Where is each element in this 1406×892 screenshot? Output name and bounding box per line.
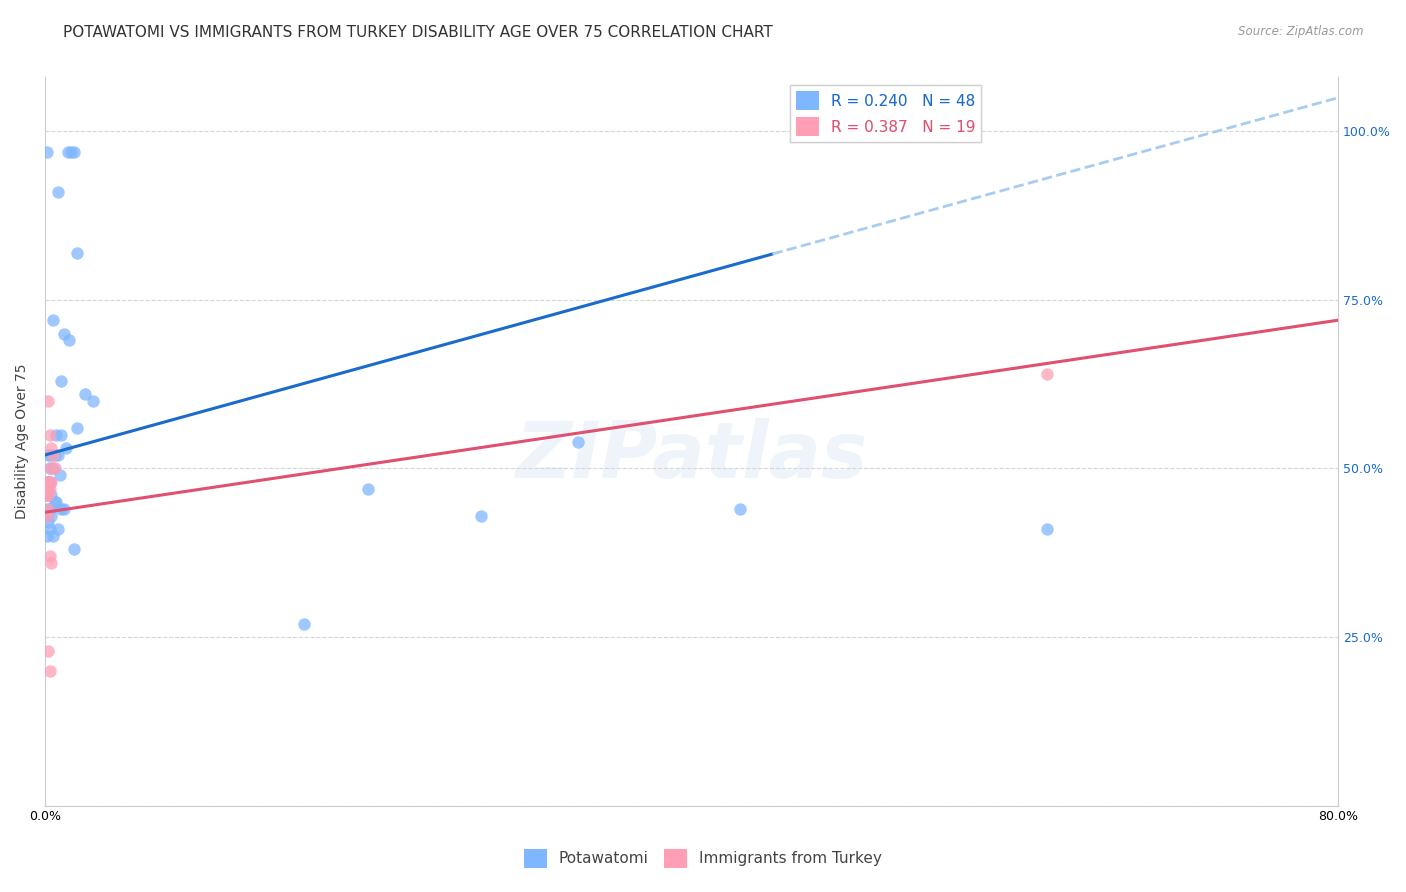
Point	[42, 448, 65, 462]
Point	[42, 461, 65, 475]
Point	[49, 502, 72, 516]
Point	[56, 145, 79, 159]
Point	[41, 475, 63, 489]
Point	[35, 482, 58, 496]
Point	[470, 508, 492, 523]
Point	[66, 421, 89, 435]
Point	[49, 427, 72, 442]
Point	[35, 488, 58, 502]
Point	[567, 434, 589, 449]
Point	[44, 448, 66, 462]
Point	[42, 529, 65, 543]
Point	[1036, 522, 1059, 536]
Point	[41, 448, 63, 462]
Point	[42, 313, 65, 327]
Legend: Potawatomi, Immigrants from Turkey: Potawatomi, Immigrants from Turkey	[517, 843, 889, 873]
Point	[38, 427, 60, 442]
Point	[37, 488, 59, 502]
Point	[35, 145, 58, 159]
Point	[41, 556, 63, 570]
Point	[37, 448, 59, 462]
Text: ZIPatlas: ZIPatlas	[516, 418, 868, 494]
Point	[37, 502, 59, 516]
Text: POTAWATOMI VS IMMIGRANTS FROM TURKEY DISABILITY AGE OVER 75 CORRELATION CHART: POTAWATOMI VS IMMIGRANTS FROM TURKEY DIS…	[63, 25, 773, 40]
Point	[37, 516, 59, 530]
Point	[38, 475, 60, 489]
Point	[728, 502, 751, 516]
Point	[53, 326, 76, 341]
Point	[63, 145, 86, 159]
Point	[46, 448, 69, 462]
Point	[37, 643, 59, 657]
Point	[35, 475, 58, 489]
Point	[59, 145, 82, 159]
Point	[35, 508, 58, 523]
Point	[37, 394, 59, 409]
Point	[44, 495, 66, 509]
Y-axis label: Disability Age Over 75: Disability Age Over 75	[15, 364, 30, 519]
Point	[292, 616, 315, 631]
Point	[357, 482, 380, 496]
Point	[49, 374, 72, 388]
Point	[41, 442, 63, 456]
Point	[1036, 367, 1059, 381]
Point	[38, 664, 60, 678]
Point	[55, 442, 77, 456]
Text: Source: ZipAtlas.com: Source: ZipAtlas.com	[1239, 25, 1364, 38]
Point	[35, 529, 58, 543]
Point	[37, 502, 59, 516]
Point	[48, 468, 70, 483]
Point	[46, 522, 69, 536]
Legend: R = 0.240   N = 48, R = 0.387   N = 19: R = 0.240 N = 48, R = 0.387 N = 19	[790, 85, 981, 142]
Point	[75, 387, 97, 401]
Point	[44, 461, 66, 475]
Point	[35, 508, 58, 523]
Point	[45, 427, 67, 442]
Point	[46, 185, 69, 199]
Point	[63, 542, 86, 557]
Point	[35, 488, 58, 502]
Point	[35, 475, 58, 489]
Point	[38, 549, 60, 563]
Point	[58, 334, 80, 348]
Point	[37, 475, 59, 489]
Point	[38, 502, 60, 516]
Point	[45, 495, 67, 509]
Point	[82, 394, 104, 409]
Point	[38, 522, 60, 536]
Point	[38, 482, 60, 496]
Point	[53, 502, 76, 516]
Point	[41, 488, 63, 502]
Point	[41, 508, 63, 523]
Point	[66, 245, 89, 260]
Point	[38, 461, 60, 475]
Point	[38, 461, 60, 475]
Point	[37, 482, 59, 496]
